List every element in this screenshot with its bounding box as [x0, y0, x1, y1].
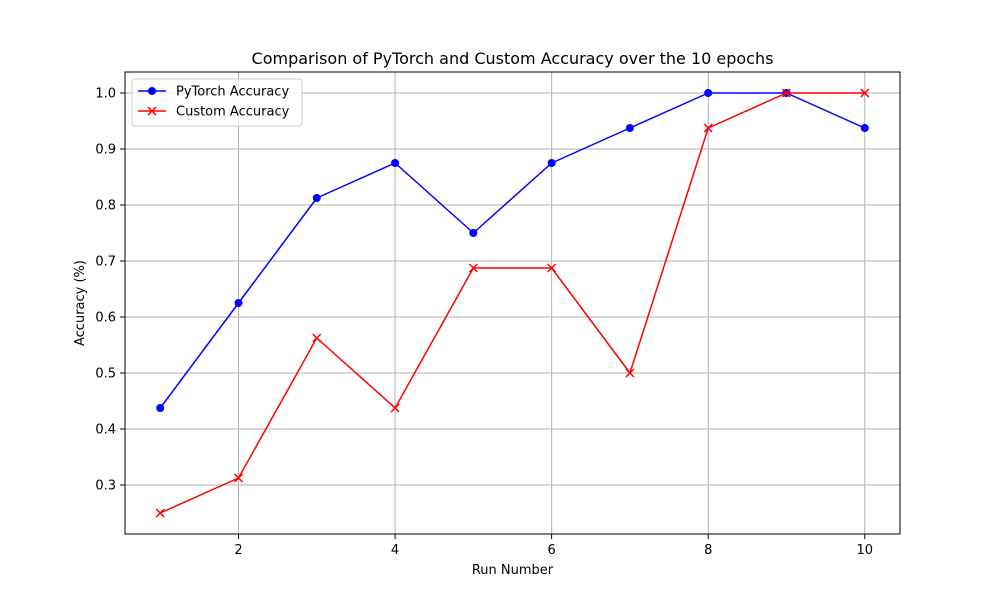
data-point-pytorch [391, 159, 400, 167]
x-tick-label: 6 [548, 543, 556, 558]
legend-box [131, 78, 303, 127]
data-point-custom [781, 88, 792, 98]
y-tick-label: 0.9 [95, 143, 116, 158]
grid-layer [125, 72, 900, 534]
y-axis-label: Accuracy (%) [73, 260, 88, 346]
ticks-layer: 2 4 6 8 10 0.3 0.4 0.5 0.6 0.7 0.8 0.9 1.0 [95, 87, 873, 559]
legend-marker-pytorch [148, 87, 156, 95]
x-axis-label: Run Number [472, 563, 554, 578]
y-tick-label: 0.8 [95, 199, 116, 214]
data-point-pytorch [547, 159, 556, 167]
data-point-custom [312, 333, 322, 343]
data-point-pytorch [312, 194, 321, 202]
data-point-custom [233, 473, 244, 483]
x-tick-label: 2 [234, 543, 242, 558]
legend-label-custom: Custom Accuracy [176, 105, 290, 120]
series-line-custom [159, 92, 865, 514]
data-point-custom [860, 88, 870, 98]
data-point-pytorch [625, 124, 634, 132]
data-point-custom [390, 403, 400, 413]
y-tick-label: 0.3 [95, 479, 116, 494]
data-point-custom [468, 263, 478, 273]
y-tick-label: 0.7 [95, 255, 116, 270]
data-point-pytorch [234, 299, 243, 307]
chart-title: Comparison of PyTorch and Custom Accurac… [252, 49, 774, 68]
y-tick-label: 1.0 [95, 87, 116, 102]
data-point-custom [703, 123, 713, 133]
data-point-custom [547, 263, 557, 273]
data-point-pytorch [156, 404, 165, 412]
y-tick-label: 0.5 [95, 367, 116, 382]
data-point-pytorch [860, 124, 869, 132]
series-line-pytorch [159, 92, 866, 409]
y-tick-label: 0.6 [95, 311, 116, 326]
x-tick-label: 4 [391, 543, 399, 558]
plot-area-frame [124, 71, 901, 535]
x-tick-label: 8 [704, 543, 712, 558]
legend: PyTorch Accuracy Custom Accuracy [131, 78, 303, 127]
legend-label-pytorch: PyTorch Accuracy [176, 85, 289, 100]
data-point-pytorch [469, 229, 478, 237]
data-point-custom [625, 368, 635, 378]
data-point-custom [155, 508, 165, 518]
legend-marker-custom [147, 106, 157, 116]
data-point-pytorch [704, 89, 713, 97]
x-tick-label: 10 [856, 543, 873, 558]
series-layer [155, 88, 870, 518]
y-tick-label: 0.4 [95, 423, 116, 438]
